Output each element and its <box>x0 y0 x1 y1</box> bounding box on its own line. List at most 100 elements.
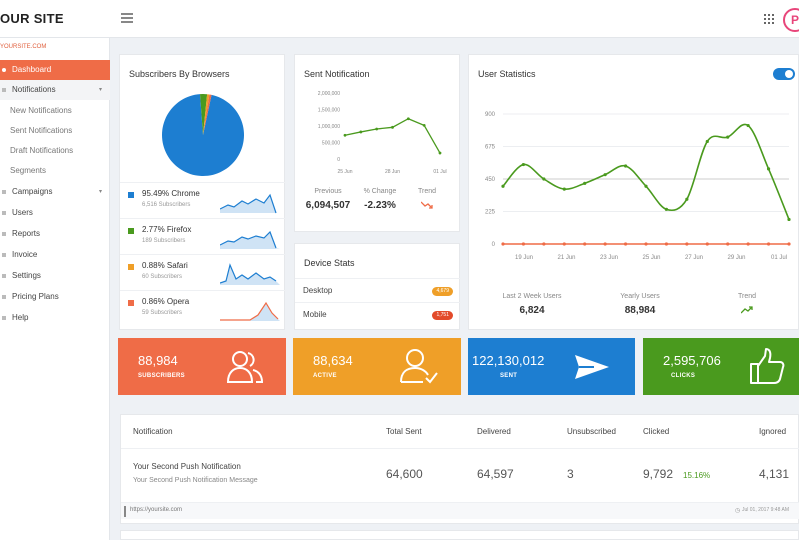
total-sent-value: 64,600 <box>386 467 423 481</box>
device-row-desktop: Desktop 4,679 <box>295 278 461 302</box>
sent-data-point <box>359 130 363 134</box>
previous-label: Previous <box>314 188 342 195</box>
sidebar-item-settings[interactable]: Settings <box>0 266 110 286</box>
clicked-value: 9,792 <box>643 467 674 481</box>
thumbs-up-icon <box>750 348 785 384</box>
browser-subscribers: 6,516 Subscribers <box>142 202 191 208</box>
tile-label: CLICKS <box>671 373 696 379</box>
sidebar-item-draft-notifications[interactable]: Draft Notifications <box>10 146 74 155</box>
data-point-users <box>603 173 607 177</box>
tile-sent[interactable]: 122,130,012 SENT <box>468 338 635 395</box>
firefox-sparkline <box>220 230 280 249</box>
sent-data-point <box>438 151 442 155</box>
y-tick-label: 2,000,000 <box>318 91 340 97</box>
x-tick-label: 25 Jun <box>642 255 660 261</box>
col-total-sent[interactable]: Total Sent <box>386 427 422 436</box>
y-tick-label: 225 <box>485 210 496 216</box>
trend-label: Trend <box>417 188 437 195</box>
data-point-baseline <box>664 242 669 246</box>
mobile-count-badge: 1,751 <box>432 311 453 320</box>
x-tick-label: 23 Jun <box>600 255 618 261</box>
table-divider <box>121 448 799 449</box>
sidebar: YOURSITE.COM Dashboard Notifications ▾ Ne… <box>0 38 110 540</box>
browser-pct: 0.86% Opera <box>142 297 190 306</box>
data-point-users <box>583 181 587 185</box>
delivered-value: 64,597 <box>477 467 514 481</box>
user-avatar[interactable]: P <box>783 8 799 32</box>
tile-label: ACTIVE <box>313 373 337 379</box>
data-point-baseline <box>746 242 750 246</box>
apps-grid-icon[interactable] <box>764 14 774 24</box>
col-ignored[interactable]: Ignored <box>759 427 787 436</box>
sidebar-item-invoice[interactable]: Invoice <box>0 245 110 265</box>
data-point-users <box>562 187 566 191</box>
menu-toggle-icon[interactable] <box>121 13 133 23</box>
change-value: -2.23% <box>364 200 396 211</box>
data-point-baseline <box>562 242 566 246</box>
device-stats-card: Device Stats Desktop 4,679 Mobile 1,751 <box>294 243 461 330</box>
top-bar: OUR SITE P <box>0 0 799 38</box>
sidebar-item-segments[interactable]: Segments <box>10 166 47 175</box>
sent-data-point <box>391 125 394 129</box>
sent-notification-card: Sent Notification 2,000,000 1,500,000 1,00… <box>294 54 460 232</box>
tile-clicks[interactable]: 2,595,706 CLICKS <box>643 338 799 395</box>
data-point-users <box>705 139 709 144</box>
clock-icon: ◷ <box>735 508 741 514</box>
sidebar-item-pricing-plans[interactable]: Pricing Plans <box>0 287 110 307</box>
col-clicked[interactable]: Clicked <box>643 427 670 436</box>
tile-value: 122,130,012 <box>472 353 545 368</box>
sidebar-item-help[interactable]: Help <box>0 308 110 328</box>
site-brand[interactable]: OUR SITE <box>0 11 64 26</box>
data-point-baseline <box>623 242 628 246</box>
tile-subscribers[interactable]: 88,984 SUBSCRIBERS <box>118 338 286 395</box>
sidebar-item-sent-notifications[interactable]: Sent Notifications <box>10 126 73 135</box>
data-point-users <box>542 177 546 181</box>
user-trend-label: Trend <box>737 293 757 300</box>
sent-data-point <box>406 117 410 121</box>
col-unsubscribed[interactable]: Unsubscribed <box>567 427 616 436</box>
unsubscribed-value: 3 <box>567 467 574 481</box>
yearly-label: Yearly Users <box>620 293 660 300</box>
sidebar-item-reports[interactable]: Reports <box>0 224 110 244</box>
sidebar-site-url: YOURSITE.COM <box>0 44 47 50</box>
data-point-baseline <box>542 242 546 246</box>
y-tick-label: 0 <box>492 242 496 248</box>
col-delivered[interactable]: Delivered <box>477 427 511 436</box>
notification-url[interactable]: https://yoursite.com <box>130 507 183 513</box>
sidebar-item-users[interactable]: Users <box>0 203 110 223</box>
tile-value: 2,595,706 <box>663 353 721 368</box>
series-line-users <box>502 123 790 220</box>
y-tick-label: 1,000,000 <box>318 124 340 130</box>
y-tick-label: 900 <box>485 112 496 118</box>
col-notification[interactable]: Notification <box>133 427 173 436</box>
notification-date: Jul 01, 2017 9:48 AM <box>742 507 789 513</box>
legend-swatch <box>128 264 134 270</box>
sidebar-item-campaigns[interactable]: Campaigns ▾ <box>0 182 110 202</box>
data-point-users <box>685 197 689 201</box>
data-point-users <box>787 217 791 222</box>
sidebar-item-dashboard[interactable]: Dashboard <box>0 60 110 80</box>
y-tick-label: 450 <box>485 177 496 183</box>
data-point-baseline <box>705 242 709 246</box>
pie-slice-opera <box>203 94 212 135</box>
x-tick-label: 01 Jul <box>433 169 446 175</box>
browser-row-safari: 0.88% Safari 60 Subscribers <box>120 254 286 290</box>
sidebar-item-new-notifications[interactable]: New Notifications <box>10 106 72 115</box>
pie-slice-chrome <box>162 94 244 176</box>
legend-swatch <box>128 192 134 198</box>
browser-row-firefox: 2.77% Firefox 189 Subscribers <box>120 218 286 254</box>
yearly-value: 88,984 <box>624 305 656 316</box>
x-tick-label: 25 Jun <box>337 169 352 175</box>
x-tick-label: 27 Jun <box>685 255 703 261</box>
safari-sparkline <box>220 263 280 285</box>
data-point-baseline <box>685 242 689 246</box>
notification-title[interactable]: Your Second Push Notification <box>133 462 241 471</box>
y-tick-label: 675 <box>485 145 496 151</box>
x-tick-label: 21 Jun <box>557 255 575 261</box>
user-stats-toggle[interactable] <box>773 68 795 80</box>
tile-active[interactable]: 88,634 ACTIVE <box>293 338 461 395</box>
sent-data-point <box>375 127 379 131</box>
tile-value: 88,984 <box>138 353 178 368</box>
sent-data-point <box>343 133 347 137</box>
sidebar-item-notifications[interactable]: Notifications ▾ <box>0 80 110 100</box>
